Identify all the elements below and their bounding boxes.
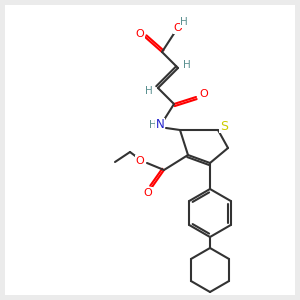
Text: H: H xyxy=(149,120,157,130)
Text: H: H xyxy=(183,60,191,70)
Text: N: N xyxy=(156,118,164,131)
Text: O: O xyxy=(144,188,152,198)
Text: H: H xyxy=(145,86,153,96)
Text: O: O xyxy=(200,89,208,99)
Text: O: O xyxy=(174,23,182,33)
Text: O: O xyxy=(136,156,144,166)
Text: O: O xyxy=(136,29,144,39)
Text: H: H xyxy=(180,17,188,27)
Text: S: S xyxy=(220,119,228,133)
